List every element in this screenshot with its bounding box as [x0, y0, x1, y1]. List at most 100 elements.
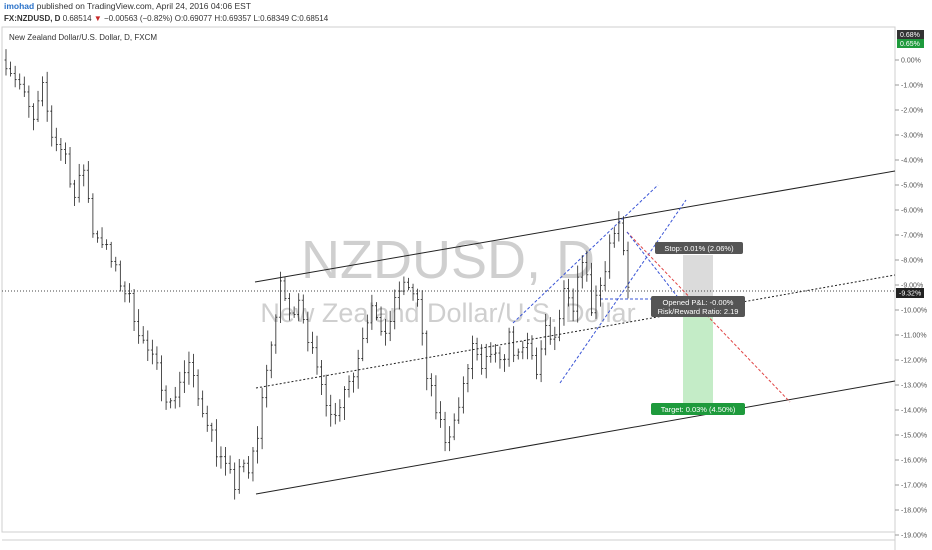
candle: [402, 276, 406, 296]
price-down-icon: ▼: [93, 14, 102, 23]
y-tick-label: -2.00%: [901, 108, 923, 115]
y-tick-label: -12.00%: [901, 358, 927, 365]
candle: [484, 343, 488, 379]
y-tick-label: -9.00%: [901, 283, 923, 290]
target-zone[interactable]: [683, 300, 713, 410]
candle: [169, 398, 173, 409]
y-tick-label: -16.00%: [901, 458, 927, 465]
rising-channel-upper[interactable]: [512, 184, 659, 324]
candle: [379, 306, 383, 336]
y-tick-label: 0.00%: [901, 58, 921, 65]
y-tick-label: -18.00%: [901, 508, 927, 515]
candle: [420, 290, 424, 346]
target-label[interactable]: Target: 0.03% (4.50%): [651, 403, 745, 415]
candle: [475, 337, 479, 361]
candle: [320, 359, 324, 395]
candle: [393, 289, 397, 330]
candle: [192, 353, 196, 388]
candle: [50, 105, 54, 147]
candle: [237, 458, 241, 494]
candle: [498, 346, 502, 369]
candle: [576, 265, 580, 323]
candle: [617, 211, 621, 242]
channel-upper-line[interactable]: [254, 170, 896, 283]
price-axis[interactable]: 0.00% -1.00% -2.00% -3.00% -4.00% -5.00% -6.00…: [895, 30, 927, 540]
axis-badge-label: 0.65%: [900, 41, 920, 48]
candle: [347, 375, 351, 398]
candle: [160, 355, 163, 402]
candle: [411, 283, 415, 301]
candle: [228, 455, 232, 474]
candle: [114, 256, 118, 272]
candle: [141, 326, 145, 344]
rising-channel-lower[interactable]: [559, 199, 687, 384]
candle: [91, 193, 95, 238]
candle: [438, 401, 442, 428]
candle: [283, 277, 287, 302]
symbol-info: FX:NZDUSD, D 0.68514 ▼ −0.00563 (−0.82%)…: [4, 14, 328, 23]
candle: [118, 260, 122, 292]
candle: [457, 397, 461, 424]
candle: [374, 302, 378, 321]
candle: [571, 288, 575, 322]
watermark-description: New Zealand Dollar/U.S. Dollar: [260, 298, 635, 328]
y-tick-label: -13.00%: [901, 383, 927, 390]
candle: [525, 332, 529, 360]
candle: [219, 446, 223, 469]
candle: [461, 376, 465, 414]
candle: [63, 142, 67, 165]
candle: [301, 294, 305, 324]
candle: [260, 387, 264, 450]
candle: [361, 327, 365, 362]
candle: [448, 426, 452, 452]
candle: [443, 411, 447, 452]
candle: [54, 127, 58, 152]
candle: [288, 293, 292, 321]
candle: [512, 326, 516, 363]
candle: [146, 330, 150, 361]
candle: [36, 90, 40, 123]
y-tick-label: -17.00%: [901, 483, 927, 490]
candle: [13, 65, 17, 88]
candle: [589, 262, 593, 316]
channel-lower-line[interactable]: [255, 380, 896, 495]
candle: [73, 179, 77, 206]
candle: [214, 419, 218, 467]
channel-median-line[interactable]: [255, 274, 896, 389]
candle: [521, 341, 525, 360]
y-tick-label: -1.00%: [901, 83, 923, 90]
candle: [324, 374, 328, 417]
target-label-text: Target: 0.03% (4.50%): [661, 405, 736, 414]
candle: [626, 241, 630, 299]
candle: [269, 341, 273, 379]
candle: [210, 422, 214, 442]
candle: [516, 348, 520, 360]
target-label-box: [651, 403, 745, 415]
author-name[interactable]: imohad: [4, 1, 35, 11]
candle: [292, 306, 296, 318]
candle: [105, 239, 109, 250]
candle: [242, 459, 246, 473]
candle: [150, 339, 154, 365]
candle: [27, 85, 31, 118]
y-tick-label: -6.00%: [901, 208, 923, 215]
pnl-label[interactable]: Opened P&L: -0.00% Risk/Reward Ratio: 2.…: [651, 296, 745, 317]
stop-label-text: Stop: 0.01% (2.06%): [664, 244, 734, 253]
chart-title: New Zealand Dollar/U.S. Dollar, D, FXCM: [9, 33, 157, 42]
y-tick-label: -8.00%: [901, 258, 923, 265]
y-tick-label: -4.00%: [901, 158, 923, 165]
candle: [132, 289, 136, 331]
candle: [4, 49, 8, 76]
candle: [580, 255, 584, 289]
candles-group: [4, 49, 630, 500]
candle: [452, 413, 456, 441]
symbol-name: FX:NZDUSD, D: [4, 14, 61, 23]
candle: [585, 250, 589, 282]
candle: [137, 309, 141, 344]
candle: [59, 137, 63, 161]
stop-label[interactable]: Stop: 0.01% (2.06%): [655, 242, 743, 254]
candle: [297, 293, 301, 322]
stop-zone[interactable]: [683, 255, 713, 297]
pnl-label-text: Opened P&L: -0.00%: [663, 298, 734, 307]
